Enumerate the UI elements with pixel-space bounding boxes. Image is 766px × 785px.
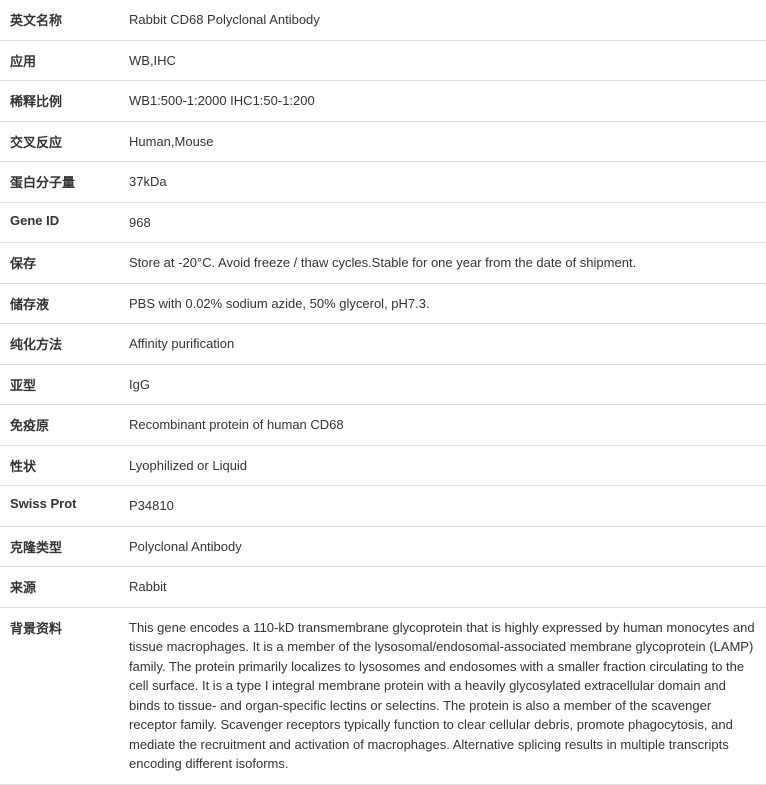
table-row: 背景资料 This gene encodes a 110-kD transmem… xyxy=(0,607,766,784)
row-value: WB,IHC xyxy=(125,40,766,81)
table-row: Gene ID 968 xyxy=(0,202,766,243)
row-value: WB1:500-1:2000 IHC1:50-1:200 xyxy=(125,81,766,122)
table-row: 蛋白分子量 37kDa xyxy=(0,162,766,203)
row-value: Lyophilized or Liquid xyxy=(125,445,766,486)
table-row: 性状 Lyophilized or Liquid xyxy=(0,445,766,486)
row-label: 蛋白分子量 xyxy=(0,162,125,203)
table-row: 亚型 IgG xyxy=(0,364,766,405)
row-value: P34810 xyxy=(125,486,766,527)
row-label: 保存 xyxy=(0,243,125,284)
row-label: 亚型 xyxy=(0,364,125,405)
row-label: 纯化方法 xyxy=(0,324,125,365)
row-label: 稀释比例 xyxy=(0,81,125,122)
row-label: 交叉反应 xyxy=(0,121,125,162)
row-label: 来源 xyxy=(0,567,125,608)
specification-tbody: 英文名称 Rabbit CD68 Polyclonal Antibody 应用 … xyxy=(0,0,766,784)
row-label: 储存液 xyxy=(0,283,125,324)
table-row: 来源 Rabbit xyxy=(0,567,766,608)
table-row: 保存 Store at -20°C. Avoid freeze / thaw c… xyxy=(0,243,766,284)
table-row: Swiss Prot P34810 xyxy=(0,486,766,527)
row-label: 英文名称 xyxy=(0,0,125,40)
row-label: 免疫原 xyxy=(0,405,125,446)
row-label: 性状 xyxy=(0,445,125,486)
row-value: 968 xyxy=(125,202,766,243)
table-row: 应用 WB,IHC xyxy=(0,40,766,81)
row-value: Human,Mouse xyxy=(125,121,766,162)
row-label: 应用 xyxy=(0,40,125,81)
row-value: Rabbit CD68 Polyclonal Antibody xyxy=(125,0,766,40)
table-row: 免疫原 Recombinant protein of human CD68 xyxy=(0,405,766,446)
row-label: Swiss Prot xyxy=(0,486,125,527)
row-value: Polyclonal Antibody xyxy=(125,526,766,567)
row-value: 37kDa xyxy=(125,162,766,203)
table-row: 克隆类型 Polyclonal Antibody xyxy=(0,526,766,567)
table-row: 稀释比例 WB1:500-1:2000 IHC1:50-1:200 xyxy=(0,81,766,122)
table-row: 英文名称 Rabbit CD68 Polyclonal Antibody xyxy=(0,0,766,40)
row-value: Recombinant protein of human CD68 xyxy=(125,405,766,446)
row-value: This gene encodes a 110-kD transmembrane… xyxy=(125,607,766,784)
row-value: Rabbit xyxy=(125,567,766,608)
table-row: 储存液 PBS with 0.02% sodium azide, 50% gly… xyxy=(0,283,766,324)
row-label: 背景资料 xyxy=(0,607,125,784)
table-row: 交叉反应 Human,Mouse xyxy=(0,121,766,162)
specification-table: 英文名称 Rabbit CD68 Polyclonal Antibody 应用 … xyxy=(0,0,766,785)
row-value: Store at -20°C. Avoid freeze / thaw cycl… xyxy=(125,243,766,284)
table-row: 纯化方法 Affinity purification xyxy=(0,324,766,365)
row-value: Affinity purification xyxy=(125,324,766,365)
row-value: PBS with 0.02% sodium azide, 50% glycero… xyxy=(125,283,766,324)
row-label: Gene ID xyxy=(0,202,125,243)
row-value: IgG xyxy=(125,364,766,405)
row-label: 克隆类型 xyxy=(0,526,125,567)
